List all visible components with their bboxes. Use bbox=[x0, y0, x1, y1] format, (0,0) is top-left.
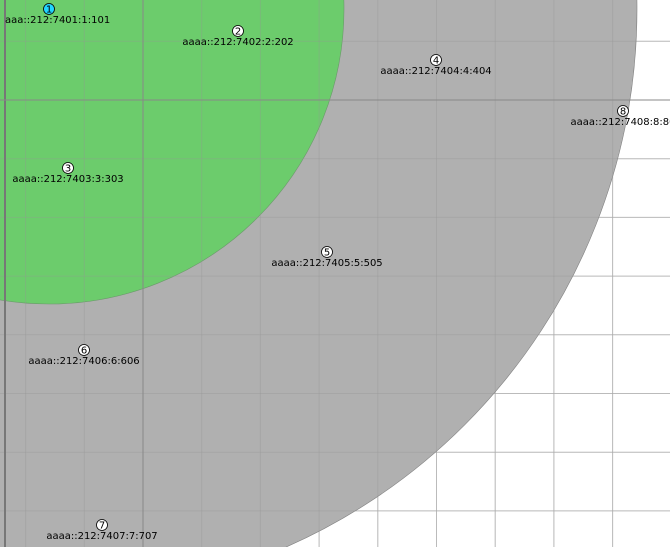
node-id: 1 bbox=[46, 5, 52, 16]
node-circle bbox=[430, 54, 442, 66]
node-label: aaaa::212:7405:5:505 bbox=[271, 258, 382, 269]
node-label: aaaa::212:7407:7:707 bbox=[46, 531, 157, 542]
node-id: 6 bbox=[81, 346, 87, 357]
node-circle bbox=[617, 105, 629, 117]
node-id: 3 bbox=[65, 164, 71, 175]
node-label: aaaa::212:7408:8:80 bbox=[571, 117, 670, 128]
node-circle bbox=[43, 3, 55, 15]
node-label: aaaa::212:7404:4:404 bbox=[380, 66, 491, 77]
node-label: aaaa::212:7402:2:202 bbox=[182, 37, 293, 48]
node-id: 7 bbox=[99, 521, 105, 532]
node-circle bbox=[321, 246, 333, 258]
node-label: aaaa::212:7403:3:303 bbox=[12, 174, 123, 185]
node-label: aaa::212:7401:1:101 bbox=[5, 15, 110, 26]
node-circle bbox=[232, 25, 244, 37]
node-id: 5 bbox=[324, 248, 330, 259]
node-id: 2 bbox=[235, 27, 241, 38]
transmission-range bbox=[0, 0, 345, 305]
node-label: aaaa::212:7406:6:606 bbox=[28, 356, 139, 367]
nodes: 1aaa::212:7401:1:1012aaaa::212:7402:2:20… bbox=[5, 3, 670, 543]
node-circle bbox=[78, 344, 90, 356]
node-circle bbox=[62, 162, 74, 174]
node-id: 8 bbox=[620, 107, 626, 118]
node-circle bbox=[96, 519, 108, 531]
node-id: 4 bbox=[433, 56, 439, 67]
